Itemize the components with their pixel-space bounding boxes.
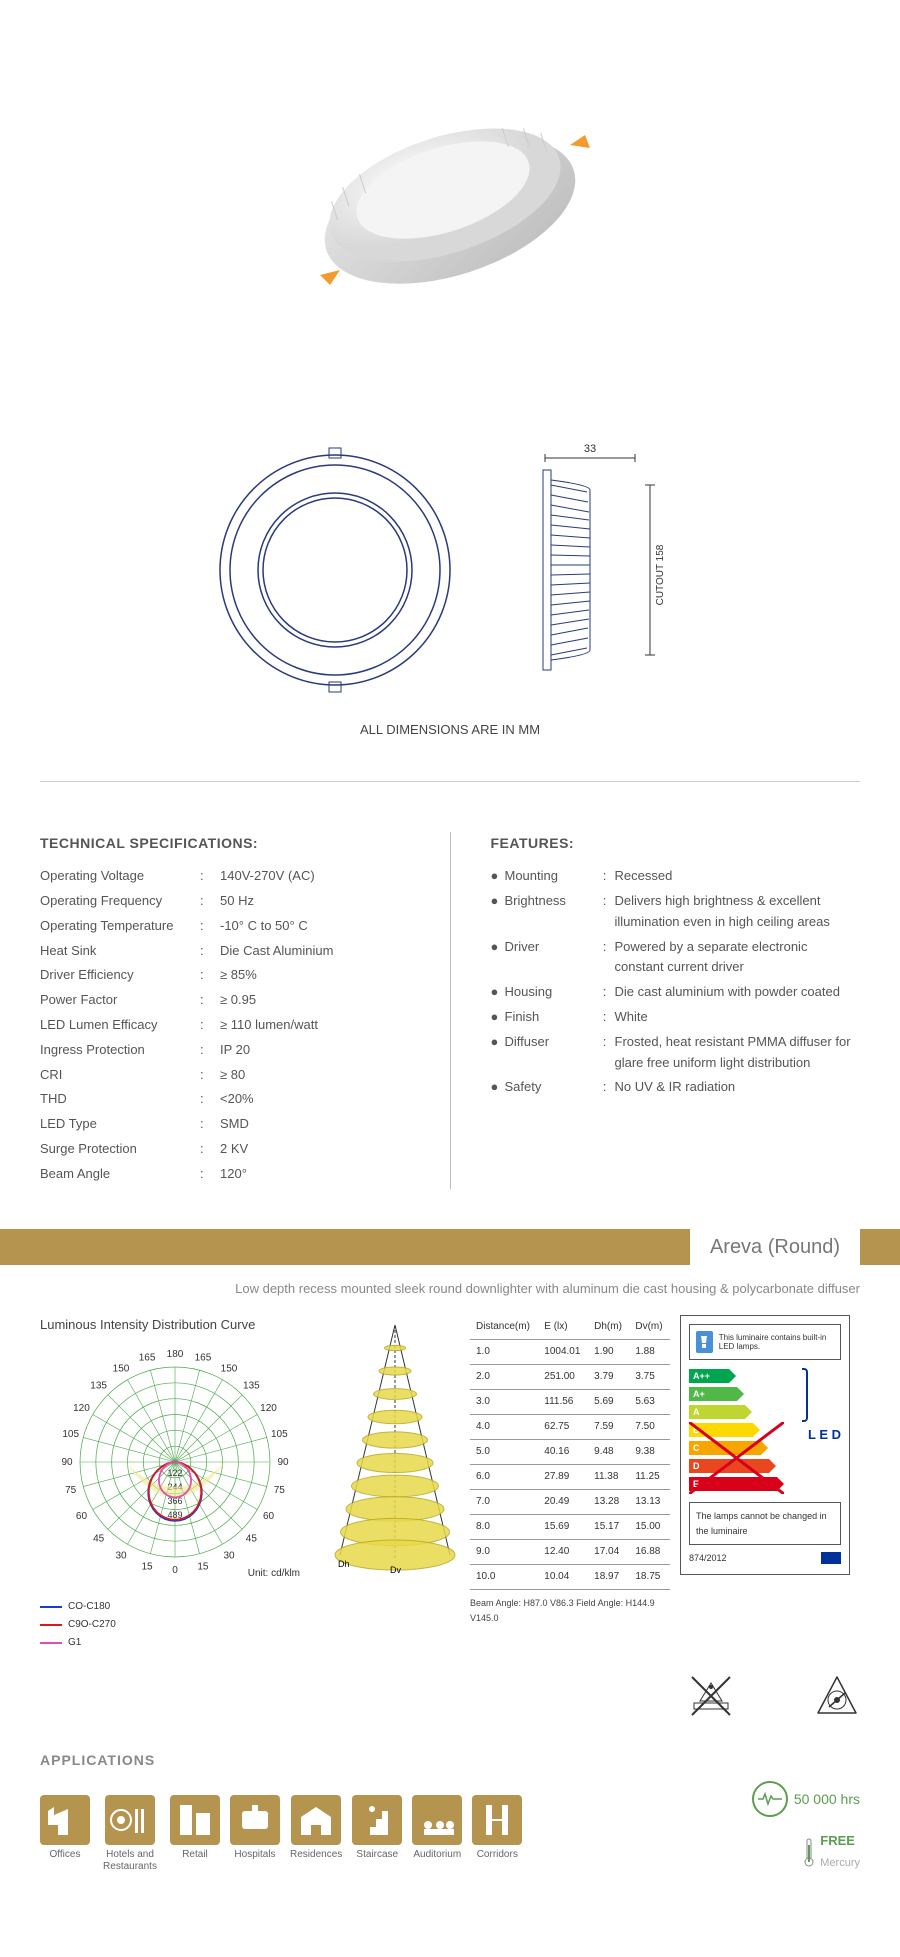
- app-icon: [40, 1795, 90, 1845]
- spec-row: Power Factor:≥ 0.95: [40, 990, 410, 1011]
- dim-width: 33: [584, 443, 596, 455]
- dimension-note: ALL DIMENSIONS ARE IN MM: [0, 720, 900, 771]
- app-item: Residences: [290, 1795, 342, 1873]
- energy-reg: 874/2012: [689, 1551, 727, 1565]
- polar-title: Luminous Intensity Distribution Curve: [40, 1315, 320, 1336]
- app-icon: [291, 1795, 341, 1845]
- spec-row: Operating Frequency:50 Hz: [40, 891, 410, 912]
- spec-row: Operating Temperature:-10° C to 50° C: [40, 916, 410, 937]
- polar-chart: Luminous Intensity Distribution Curve 0 1…: [40, 1315, 320, 1653]
- energy-label: This luminaire contains built-in LED lam…: [680, 1315, 850, 1574]
- svg-text:Dh: Dh: [338, 1559, 350, 1569]
- specs-title: TECHNICAL SPECIFICATIONS:: [40, 832, 410, 854]
- app-item: Hotels and Restaurants: [100, 1795, 160, 1873]
- spec-row: Driver Efficiency:≥ 85%: [40, 965, 410, 986]
- mercury-free-badge: FREEMercury: [802, 1831, 860, 1873]
- beam-table: Distance(m)E (lx)Dh(m)Dv(m)1.01004.011.9…: [470, 1315, 670, 1625]
- spec-row: Operating Voltage:140V-270V (AC): [40, 866, 410, 887]
- side-view: 33 CUTOUT 158: [495, 440, 695, 700]
- spec-row: Heat Sink:Die Cast Aluminium: [40, 941, 410, 962]
- applications-title: APPLICATIONS: [0, 1729, 900, 1781]
- svg-text:0: 0: [172, 1565, 178, 1576]
- svg-text:45: 45: [93, 1534, 105, 1545]
- pulse-icon: [752, 1781, 788, 1817]
- svg-text:165: 165: [139, 1353, 156, 1364]
- thermometer-icon: [802, 1837, 816, 1867]
- spec-row: CRI:≥ 80: [40, 1065, 410, 1086]
- eu-flag-icon: [821, 1552, 841, 1564]
- svg-text:135: 135: [90, 1381, 107, 1392]
- no-cover-icon: [688, 1673, 734, 1719]
- product-description: Low depth recess mounted sleek round dow…: [0, 1265, 900, 1306]
- svg-text:60: 60: [76, 1511, 88, 1522]
- svg-text:60: 60: [263, 1511, 275, 1522]
- svg-text:120: 120: [73, 1403, 90, 1414]
- lifetime-badge: 50 000 hrs: [752, 1781, 860, 1817]
- app-item: Auditorium: [412, 1795, 462, 1873]
- spec-row: Surge Protection:2 KV: [40, 1139, 410, 1160]
- energy-top-text: This luminaire contains built-in LED lam…: [719, 1333, 834, 1352]
- spec-row: THD:<20%: [40, 1089, 410, 1110]
- svg-text:165: 165: [195, 1353, 212, 1364]
- svg-text:105: 105: [62, 1429, 79, 1440]
- svg-text:180: 180: [167, 1349, 184, 1360]
- app-icon: [412, 1795, 462, 1845]
- svg-text:75: 75: [65, 1485, 77, 1496]
- app-item: Staircase: [352, 1795, 402, 1873]
- feature-row: ●Finish:White: [491, 1007, 861, 1028]
- features: FEATURES: ●Mounting:Recessed ●Brightness:…: [491, 832, 861, 1189]
- beam-cone: Dh Dv: [330, 1315, 460, 1582]
- feature-row: ●Mounting:Recessed: [491, 866, 861, 887]
- feature-row: ●Housing:Die cast aluminium with powder …: [491, 982, 861, 1003]
- svg-text:90: 90: [61, 1457, 73, 1468]
- safety-triangle-icon: [814, 1673, 860, 1719]
- divider: [40, 781, 860, 782]
- svg-text:45: 45: [246, 1534, 258, 1545]
- feature-row: ●Brightness:Delivers high brightness & e…: [491, 891, 861, 933]
- svg-text:75: 75: [274, 1485, 286, 1496]
- svg-text:30: 30: [115, 1551, 127, 1562]
- app-icon: [105, 1795, 155, 1845]
- spec-row: LED Lumen Efficacy:≥ 110 lumen/watt: [40, 1015, 410, 1036]
- svg-text:135: 135: [243, 1381, 260, 1392]
- app-item: Corridors: [472, 1795, 522, 1873]
- energy-led-label: L E D: [808, 1368, 841, 1502]
- app-item: Retail: [170, 1795, 220, 1873]
- tech-specs: TECHNICAL SPECIFICATIONS: Operating Volt…: [40, 832, 410, 1189]
- feature-row: ●Safety:No UV & IR radiation: [491, 1077, 861, 1098]
- svg-text:15: 15: [197, 1561, 209, 1572]
- feature-row: ●Driver:Powered by a separate electronic…: [491, 937, 861, 979]
- svg-text:105: 105: [271, 1429, 288, 1440]
- dim-cutout: CUTOUT 158: [655, 544, 666, 605]
- app-item: Offices: [40, 1795, 90, 1873]
- app-icon: [352, 1795, 402, 1845]
- app-icon: [230, 1795, 280, 1845]
- svg-text:150: 150: [221, 1364, 238, 1375]
- svg-text:150: 150: [113, 1364, 130, 1375]
- energy-bottom-text: The lamps cannot be changed in the lumin…: [689, 1502, 841, 1545]
- spec-row: LED Type:SMD: [40, 1114, 410, 1135]
- beam-note: Beam Angle: H87.0 V86.3 Field Angle: H14…: [470, 1596, 670, 1625]
- features-title: FEATURES:: [491, 832, 861, 854]
- spec-row: Beam Angle:120°: [40, 1164, 410, 1185]
- svg-text:90: 90: [277, 1457, 289, 1468]
- app-icon: [170, 1795, 220, 1845]
- product-title-bar: Areva (Round): [0, 1229, 900, 1265]
- feature-row: ●Diffuser:Frosted, heat resistant PMMA d…: [491, 1032, 861, 1074]
- technical-drawing: 33 CUTOUT 158: [0, 400, 900, 740]
- vertical-separator: [450, 832, 451, 1189]
- spec-row: Ingress Protection:IP 20: [40, 1040, 410, 1061]
- svg-text:120: 120: [260, 1403, 277, 1414]
- front-view: [205, 440, 465, 700]
- lamp-icon: [696, 1331, 713, 1353]
- product-photo: [0, 0, 900, 400]
- product-title: Areva (Round): [690, 1229, 860, 1265]
- svg-text:122: 122: [167, 1468, 182, 1478]
- app-item: Hospitals: [230, 1795, 280, 1873]
- app-icon: [472, 1795, 522, 1845]
- svg-text:30: 30: [223, 1551, 235, 1562]
- svg-text:Dv: Dv: [390, 1565, 401, 1575]
- svg-text:15: 15: [141, 1561, 153, 1572]
- svg-text:Unit: cd/klm: Unit: cd/klm: [248, 1568, 300, 1579]
